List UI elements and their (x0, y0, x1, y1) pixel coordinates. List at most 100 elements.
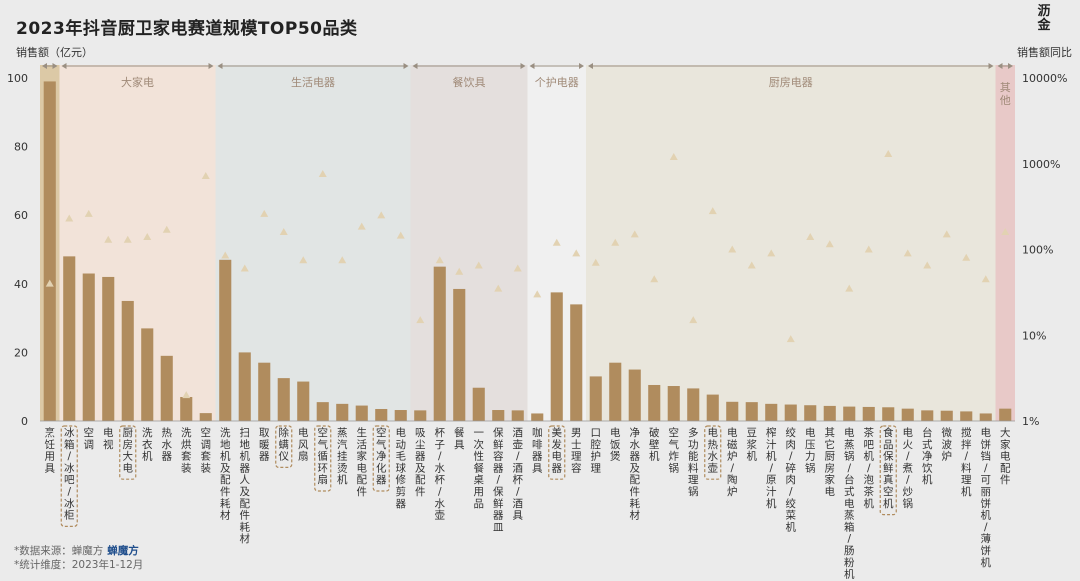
yoy-marker (435, 256, 444, 264)
x-tick-label: 一次性餐桌用品 (474, 427, 485, 510)
group-arrow-left (61, 63, 67, 69)
x-tick-label: 电动毛球修剪器 (396, 426, 407, 510)
x-tick-label: 吸尘器及配件 (415, 427, 426, 498)
yoy-marker (143, 232, 152, 240)
bar (999, 408, 1012, 421)
yoy-marker (962, 253, 971, 261)
x-tick-label: 烹饪用具 (45, 426, 56, 474)
x-tick-label: 微波炉 (942, 426, 953, 463)
yoy-marker (591, 258, 600, 266)
bar (804, 405, 817, 421)
highlight-box (372, 425, 390, 492)
bar (550, 292, 563, 421)
bar (258, 362, 271, 421)
yoy-marker (786, 335, 795, 343)
group-label: 大家电 (121, 75, 154, 89)
bar (589, 376, 602, 421)
x-tick-label: 扫地机器人及配件耗材 (240, 426, 251, 545)
yoy-marker (552, 238, 561, 246)
x-tick-label: 保鲜容器/保鲜器皿 (493, 426, 504, 533)
bar (862, 406, 875, 421)
bar (648, 384, 661, 421)
yoy-marker (981, 275, 990, 283)
bar (433, 266, 446, 421)
yoy-marker (513, 264, 522, 272)
bar (960, 411, 973, 421)
yoy-marker (533, 290, 542, 298)
y-tick-label: 100 (7, 72, 28, 85)
bar (784, 404, 797, 421)
x-tick-label: 洗衣机 (142, 427, 153, 463)
yoy-marker (123, 235, 132, 243)
highlight-box (119, 425, 137, 480)
yoy-marker (240, 264, 249, 272)
x-tick-label: 空调 (84, 426, 95, 451)
yoy-marker (299, 256, 308, 264)
bar (492, 410, 505, 421)
x-tick-label: 豆浆机 (747, 427, 758, 463)
yoy-marker (84, 209, 93, 217)
bar (277, 378, 290, 421)
bar (63, 256, 76, 421)
group-panel (410, 65, 528, 421)
group-label: 其他 (1000, 81, 1011, 107)
highlight-box (314, 425, 332, 492)
yoy-marker (669, 152, 678, 160)
group-label: 厨房电器 (769, 76, 813, 89)
yoy-marker (884, 149, 893, 157)
bar (609, 362, 622, 421)
yoy-marker (630, 230, 639, 238)
bar (843, 406, 856, 421)
logo-char-2: 金 (1037, 18, 1051, 33)
bar (238, 352, 251, 421)
yoy-marker (767, 249, 776, 257)
group-arrow-right (1008, 63, 1013, 69)
bar (82, 273, 95, 421)
source-name: 蝉魔方 (71, 545, 104, 557)
bar (921, 410, 934, 421)
bar (531, 413, 544, 421)
x-tick-label: 绞肉/碎肉/绞菜机 (786, 426, 797, 533)
yoy-marker (65, 214, 74, 222)
x-tick-label: 大家电配件 (1000, 426, 1011, 486)
group-label: 生活电器 (291, 75, 335, 89)
yoy-marker (728, 245, 737, 253)
source-prefix: *数据来源： (14, 545, 72, 557)
bar (394, 410, 407, 421)
x-tick-label: 电蒸锅/台式电蒸箱/肠粉机 (844, 426, 855, 581)
group-label: 个护电器 (535, 75, 579, 89)
y-tick-label: 40 (14, 278, 28, 291)
bar (102, 276, 115, 421)
yoy-marker (221, 251, 230, 259)
group-arrow-right (988, 63, 994, 69)
y2-tick-label: 1% (1022, 415, 1039, 428)
yoy-marker (396, 231, 405, 239)
x-tick-label: 多功能料理锅 (688, 426, 699, 498)
x-tick-label: 破壁机 (649, 426, 660, 463)
bar (823, 405, 836, 421)
yoy-marker (260, 209, 269, 217)
yoy-marker (903, 249, 912, 257)
yoy-marker (845, 284, 854, 292)
bar (316, 402, 329, 421)
bar (667, 386, 680, 421)
x-tick-label: 净水器及配件耗材 (630, 426, 641, 522)
bar (180, 396, 193, 421)
x-tick-label: 咖啡器具 (532, 427, 543, 474)
bar (882, 407, 895, 421)
y-tick-label: 20 (14, 346, 28, 359)
group-arrow-right (579, 63, 584, 69)
bar (726, 401, 739, 421)
bar (687, 388, 700, 421)
yoy-marker (650, 275, 659, 283)
x-tick-label: 洗烘套装 (181, 427, 192, 474)
bar (745, 402, 758, 421)
bar (570, 304, 583, 421)
chart-title: 2023年抖音厨卫家电赛道规模TOP50品类 (16, 19, 358, 39)
highlight-box (704, 425, 722, 480)
x-tick-label: 空调套装 (201, 426, 212, 474)
yoy-marker (942, 230, 951, 238)
bar (375, 408, 388, 421)
bar (297, 381, 310, 421)
